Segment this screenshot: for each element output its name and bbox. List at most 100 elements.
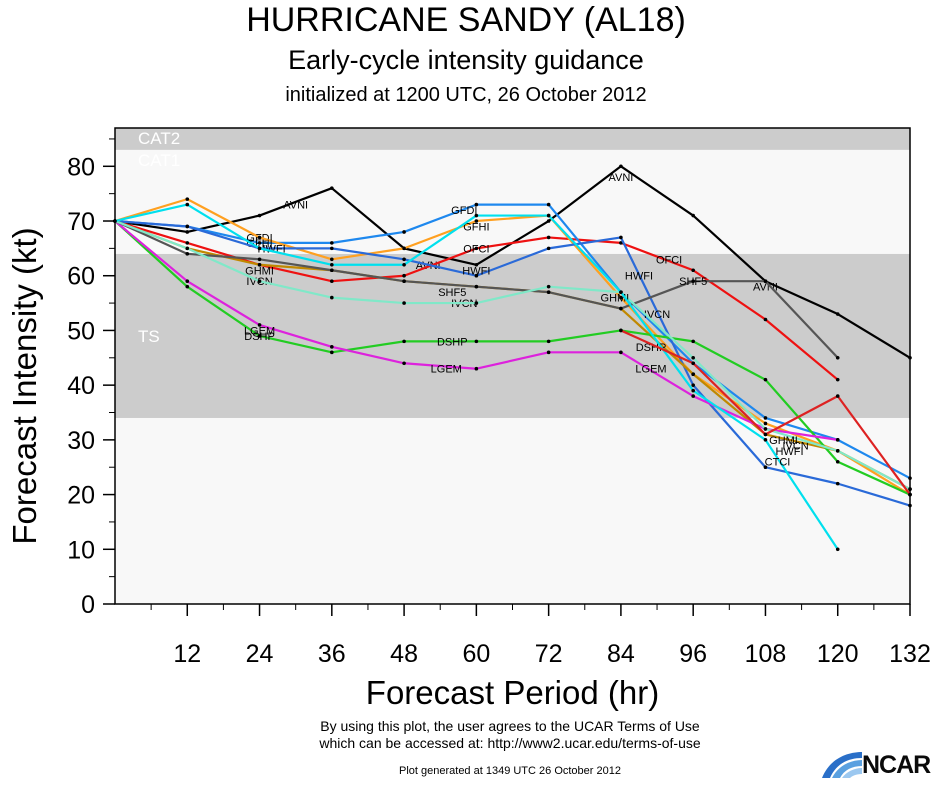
data-point <box>835 481 840 486</box>
data-point <box>835 312 840 316</box>
data-point <box>691 394 695 398</box>
data-point <box>330 186 334 190</box>
y-axis-label: Forecast Intensity (kt) <box>6 227 43 544</box>
data-point <box>619 164 623 169</box>
series-label-lgem: LGEM <box>635 364 666 376</box>
data-point <box>691 355 695 360</box>
series-label-ofci: OFCI <box>463 243 489 255</box>
series-label-dshp: DSHP <box>437 336 468 348</box>
series-label-avni: AVNI <box>753 282 778 294</box>
series-label-shf5: SHF5 <box>438 287 466 299</box>
series-label-gfdi: GFDI <box>451 205 477 217</box>
data-point <box>185 279 190 283</box>
data-point <box>619 306 623 311</box>
data-point <box>402 246 406 251</box>
x-tick-label: 48 <box>390 640 418 668</box>
init-time: initialized at 1200 UTC, 26 October 2012 <box>285 84 647 106</box>
series-line-ghmi <box>114 219 911 491</box>
data-point <box>257 334 262 338</box>
data-point <box>619 295 623 300</box>
x-tick-label: 96 <box>679 640 707 668</box>
series-shf5: SHF5 SHF5 <box>113 219 840 360</box>
band-label-ts: TS <box>138 327 160 346</box>
series-label-ivcn: IVCN <box>644 309 670 321</box>
data-point <box>763 438 768 442</box>
data-point <box>185 246 190 251</box>
data-point <box>185 197 190 201</box>
data-point <box>763 377 768 382</box>
data-point <box>474 273 479 278</box>
series-label-ghmi: GHMI <box>769 435 798 447</box>
data-point <box>402 279 406 283</box>
data-point <box>402 230 406 234</box>
data-point <box>691 361 695 366</box>
data-point <box>619 290 623 294</box>
x-tick-label: 36 <box>318 640 346 668</box>
ncar-logo: NCAR <box>820 748 932 780</box>
data-point <box>330 279 334 283</box>
terms-line-1: By using this plot, the user agrees to t… <box>320 718 700 734</box>
data-point <box>185 224 190 229</box>
chart-title: HURRICANE SANDY (AL18) <box>246 1 686 39</box>
data-point <box>257 279 262 283</box>
data-point <box>113 219 117 223</box>
data-point <box>546 350 551 355</box>
data-point <box>546 213 551 218</box>
data-point <box>474 219 479 223</box>
data-point <box>474 246 479 251</box>
data-point <box>474 213 479 218</box>
y-tick-label: 30 <box>67 427 95 455</box>
series-label-hwfi: HWFI <box>462 265 490 277</box>
y-tick-label: 70 <box>67 208 95 236</box>
band-label-cat1: CAT1 <box>138 151 180 170</box>
data-point <box>691 339 695 344</box>
x-axis-label: Forecast Period (hr) <box>366 674 659 711</box>
data-point <box>257 235 262 240</box>
series-label-gfhi: GFHI <box>463 221 489 233</box>
band-ts <box>115 253 910 418</box>
data-point <box>185 252 190 256</box>
data-point <box>691 388 695 393</box>
data-point <box>185 284 190 289</box>
series-label-ofci: OFCI <box>656 254 682 266</box>
data-point <box>330 295 334 300</box>
series-label-lgem: LGEM <box>431 364 462 376</box>
data-point <box>330 350 334 355</box>
data-point <box>185 202 190 207</box>
data-point <box>185 230 190 234</box>
data-point <box>546 235 551 240</box>
data-point <box>402 262 406 267</box>
data-point <box>763 317 768 322</box>
data-point <box>257 257 262 262</box>
data-point <box>763 416 768 420</box>
series-label-ghmi: GHMI <box>601 293 630 305</box>
data-point <box>474 339 479 344</box>
plot-background <box>115 417 910 604</box>
data-point <box>330 262 334 267</box>
band-cat1 <box>115 149 910 254</box>
data-point <box>257 323 262 327</box>
data-point <box>474 262 479 267</box>
data-point <box>619 328 623 333</box>
series-label-shf5: SHF5 <box>679 276 707 288</box>
series-line-dshp <box>114 220 911 496</box>
data-point <box>330 241 334 245</box>
data-point <box>908 476 912 480</box>
data-point <box>763 421 768 426</box>
data-point <box>474 284 479 289</box>
y-tick-label: 60 <box>67 263 95 291</box>
x-tick-label: 132 <box>889 640 931 668</box>
generated-time: Plot generated at 1349 UTC 26 October 20… <box>399 765 621 777</box>
ncar-logo-text: NCAR <box>862 751 931 779</box>
data-point <box>330 268 334 273</box>
data-point <box>185 241 190 245</box>
y-tick-label: 10 <box>67 536 95 564</box>
data-point <box>908 492 912 497</box>
series-label-hwfi: HWFI <box>625 271 653 283</box>
terms-line-2: which can be accessed at: http://www2.uc… <box>319 735 701 751</box>
series-label-ivcn: IVCN <box>782 440 808 452</box>
data-point <box>474 202 479 207</box>
data-point <box>330 257 334 262</box>
y-tick-label: 0 <box>81 591 95 619</box>
